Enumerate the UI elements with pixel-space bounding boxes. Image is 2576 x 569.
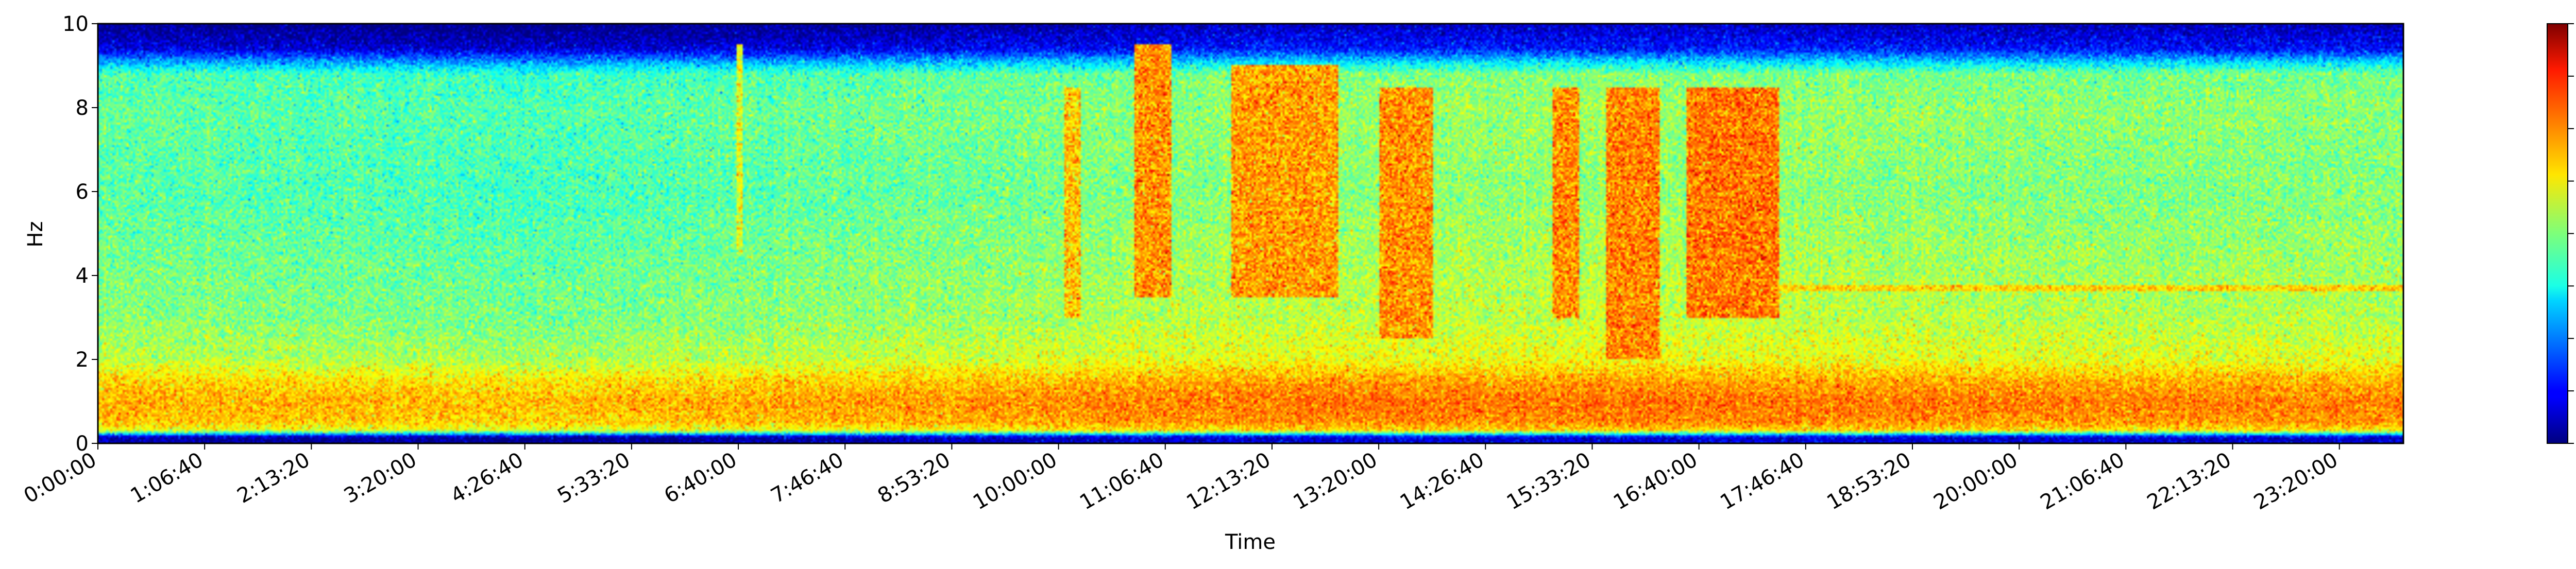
x-tick-label: 21:06:40 (2037, 448, 2129, 515)
y-axis-label: Hz (24, 221, 47, 247)
x-tick-label: 5:33:20 (553, 448, 634, 508)
x-tick-label: 13:20:00 (1290, 448, 1382, 515)
x-tick-label: 10:00:00 (969, 448, 1061, 515)
colorbar-gradient (2547, 23, 2568, 444)
y-tick-label: 4 (76, 264, 89, 288)
x-tick-label: 14:26:40 (1396, 448, 1488, 515)
plot-frame (97, 23, 2404, 444)
x-tick-label: 22:13:20 (2143, 448, 2235, 515)
y-tick-label: 2 (76, 348, 89, 372)
x-tick-label: 16:40:00 (1609, 448, 1702, 515)
x-tick-label: 23:20:00 (2250, 448, 2342, 515)
colorbar-ticks: +0 dB-10 dB-20 dB-30 dB-40 dB-50 dB-60 d… (2568, 23, 2574, 444)
y-tick-label: 10 (62, 12, 89, 36)
y-tick-label: 0 (76, 432, 89, 456)
x-tick-label: 6:40:00 (660, 448, 741, 508)
x-tick-label: 1:06:40 (127, 448, 208, 508)
x-tick-label: 8:53:20 (874, 448, 955, 508)
x-axis-label: Time (1225, 530, 1276, 554)
x-tick-label: 12:13:20 (1182, 448, 1275, 515)
colorbar: +0 dB-10 dB-20 dB-30 dB-40 dB-50 dB-60 d… (2547, 23, 2574, 444)
x-tick-label: 0:00:00 (20, 448, 100, 508)
y-tick-label: 6 (76, 180, 89, 204)
y-axis: 0 2 4 6 8 10 (62, 12, 98, 456)
y-tick-label: 8 (76, 96, 89, 120)
x-tick-label: 20:00:00 (1930, 448, 2022, 515)
x-tick-label: 15:33:20 (1503, 448, 1595, 515)
x-tick-label: 2:13:20 (233, 448, 314, 508)
x-tick-label: 7:46:40 (767, 448, 848, 508)
x-tick-label: 17:46:40 (1716, 448, 1808, 515)
x-tick-label: 18:53:20 (1823, 448, 1915, 515)
spectrogram-heatmap (98, 24, 2403, 443)
x-tick-label: 4:26:40 (447, 448, 528, 508)
x-axis: 0:00:00 1:06:40 2:13:20 3:20:00 4:26:40 5:33:… (20, 443, 2342, 514)
plot-area: 0:00:00 1:06:40 2:13:20 3:20:00 4:26:40 5:33:… (20, 12, 2404, 554)
x-tick-label: 11:06:40 (1076, 448, 1168, 515)
x-tick-label: 3:20:00 (340, 448, 421, 508)
